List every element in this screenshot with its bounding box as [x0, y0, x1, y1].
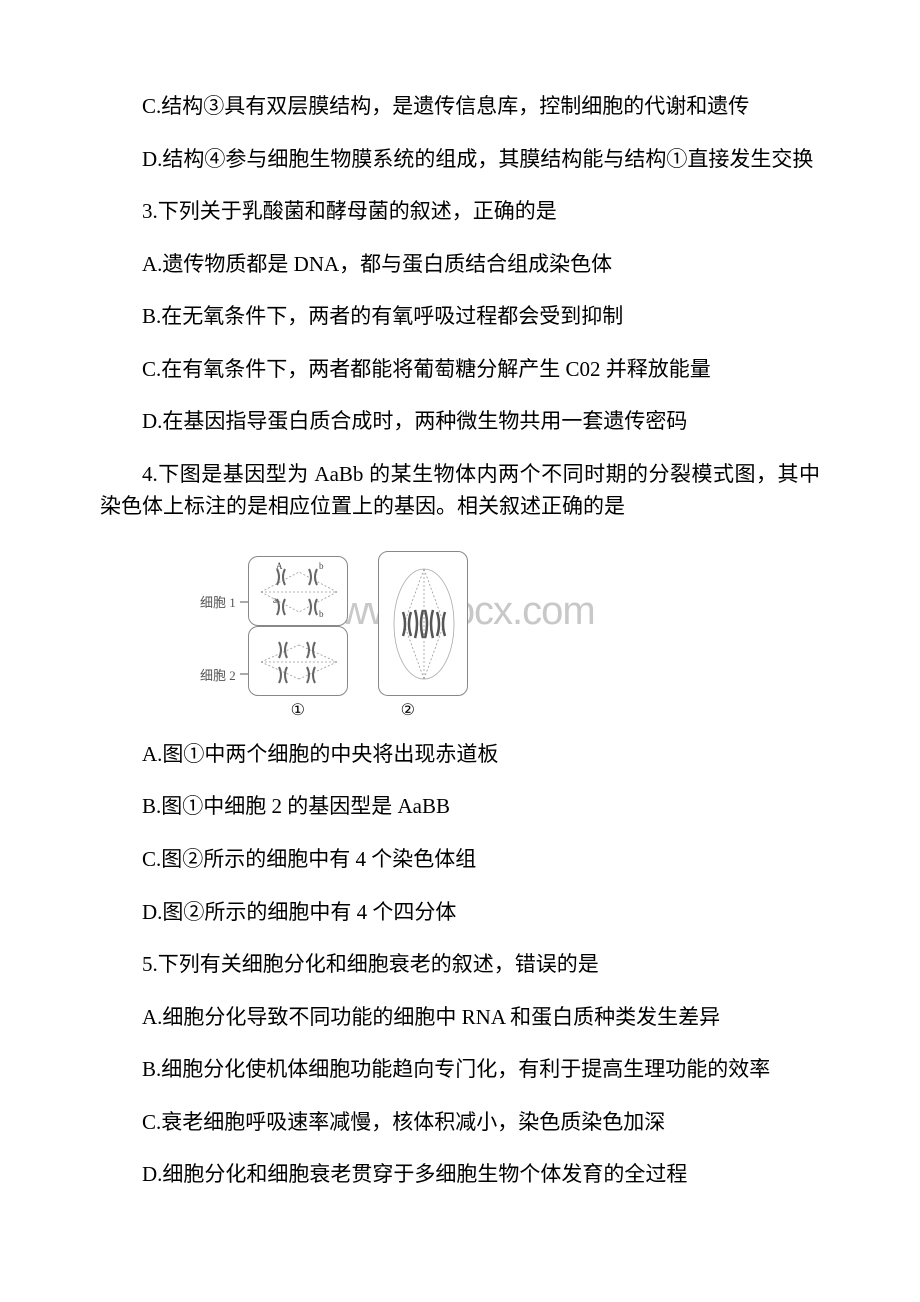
cell1-label: 细胞 1: [200, 592, 236, 611]
option-c-q5: C.衰老细胞呼吸速率减慢，核体积减小，染色质染色加深: [100, 1106, 820, 1139]
cell2-label: 细胞 2: [200, 665, 236, 684]
option-b-q3: B.在无氧条件下，两者的有氧呼吸过程都会受到抑制: [100, 300, 820, 333]
option-d-q3: D.在基因指导蛋白质合成时，两种微生物共用一套遗传密码: [100, 405, 820, 438]
option-a-q5: A.细胞分化导致不同功能的细胞中 RNA 和蛋白质种类发生差异: [100, 1001, 820, 1034]
cell-2-box: [248, 626, 348, 696]
svg-text:A: A: [276, 561, 283, 571]
cell-right-box: [378, 551, 468, 696]
line-connector-icon: [240, 670, 248, 678]
question-3: 3.下列关于乳酸菌和酵母菌的叙述，正确的是: [100, 195, 820, 228]
svg-text:b: b: [319, 561, 324, 571]
question-4: 4.下图是基因型为 AaBb 的某生物体内两个不同时期的分裂模式图，其中染色体上…: [100, 458, 820, 523]
option-d-q4: D.图②所示的细胞中有 4 个四分体: [100, 896, 820, 929]
svg-text:b: b: [319, 609, 324, 619]
cell1-chromosomes-icon: A b a b: [249, 557, 349, 627]
option-a-q4: A.图①中两个细胞的中央将出现赤道板: [100, 738, 820, 771]
option-c-q4: C.图②所示的细胞中有 4 个染色体组: [100, 843, 820, 876]
figure-label-2: ②: [401, 700, 415, 720]
question-5: 5.下列有关细胞分化和细胞衰老的叙述，错误的是: [100, 948, 820, 981]
figure-label-1: ①: [291, 700, 305, 720]
cell-division-figure: www.docx.com 细胞 1 细胞 2: [200, 551, 468, 720]
option-c-q3: C.在有氧条件下，两者都能将葡萄糖分解产生 C02 并释放能量: [100, 353, 820, 386]
option-a-q3: A.遗传物质都是 DNA，都与蛋白质结合组成染色体: [100, 248, 820, 281]
option-c-q2: C.结构③具有双层膜结构，是遗传信息库，控制细胞的代谢和遗传: [100, 90, 820, 123]
option-b-q4: B.图①中细胞 2 的基因型是 AaBB: [100, 790, 820, 823]
option-b-q5: B.细胞分化使机体细胞功能趋向专门化，有利于提高生理功能的效率: [100, 1053, 820, 1086]
svg-text:a: a: [273, 595, 277, 605]
metaphase-cell-icon: [379, 552, 469, 697]
option-d-q2: D.结构④参与细胞生物膜系统的组成，其膜结构能与结构①直接发生交换: [100, 143, 820, 176]
cell-1-box: A b a b: [248, 556, 348, 626]
line-connector-icon: [240, 598, 248, 606]
option-d-q5: D.细胞分化和细胞衰老贯穿于多细胞生物个体发育的全过程: [100, 1158, 820, 1191]
cell2-chromosomes-icon: [249, 627, 349, 697]
document-page: C.结构③具有双层膜结构，是遗传信息库，控制细胞的代谢和遗传 D.结构④参与细胞…: [0, 0, 920, 1271]
